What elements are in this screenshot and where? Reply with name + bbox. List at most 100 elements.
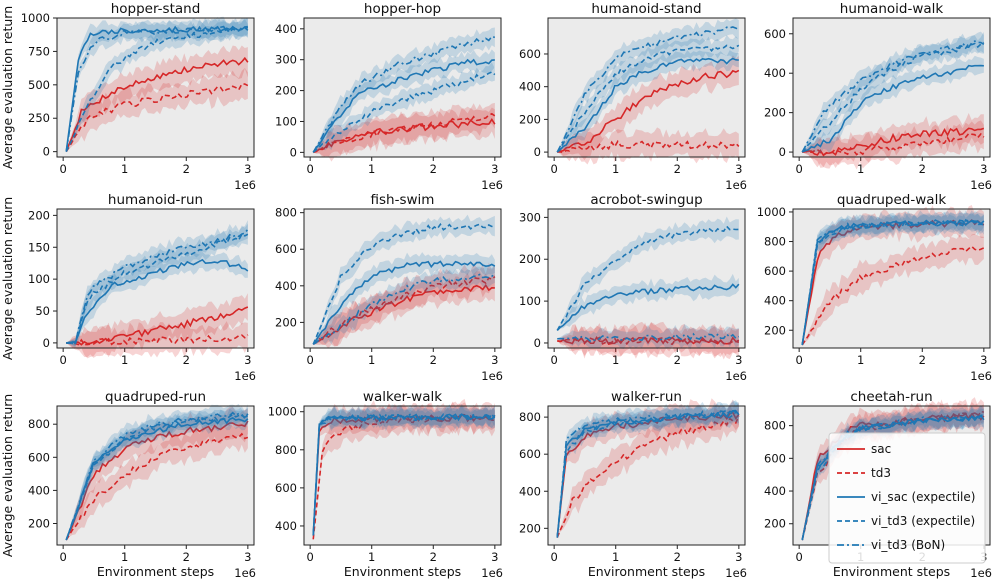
x-tick-label: 2 [430, 353, 437, 367]
line-vi-sac-expectile [556, 283, 740, 331]
y-tick-label: 0 [43, 336, 50, 350]
x-tick-label: 1 [121, 353, 128, 367]
plot-frame [56, 17, 255, 158]
x-tick-label: 0 [795, 550, 802, 564]
line-vi-td3-expectile [66, 233, 249, 345]
y-tick-label: 800 [28, 417, 50, 431]
line-sac [557, 69, 740, 153]
panel-title: fish-swim [371, 192, 435, 208]
y-tick-label: 400 [275, 519, 297, 533]
band-vi-td3-expectile [557, 216, 739, 331]
y-axis-label: Average evaluation return [0, 394, 15, 557]
x-tick-label: 0 [59, 353, 66, 367]
y-tick-label: 200 [764, 323, 786, 337]
line-td3 [65, 83, 249, 153]
line-td3 [801, 245, 985, 346]
y-tick-label: 800 [275, 443, 297, 457]
x-tick-label: 1 [368, 550, 375, 564]
line-sac [65, 420, 249, 541]
x-tick-label: 2 [430, 162, 437, 176]
line-td3 [801, 410, 985, 541]
x-axis-label: Environment steps [588, 564, 705, 579]
x-tick-label: 2 [183, 162, 190, 176]
y-tick-label: 200 [275, 84, 297, 98]
x-tick-label: 1 [857, 353, 864, 367]
band-vi-td3-expectile [66, 17, 248, 152]
line-vi-td3-expectile [801, 218, 985, 346]
y-tick-label: 200 [28, 516, 50, 530]
band-td3 [557, 404, 739, 538]
band-td3 [557, 321, 739, 360]
band-vi-sac-expectile [66, 251, 248, 346]
band-sac [557, 398, 739, 538]
plot-frame [303, 17, 502, 158]
band-vi-td3-expectile [802, 210, 984, 346]
band-vi-td3-bon [802, 210, 984, 346]
line-vi-td3-bon [801, 218, 985, 346]
line-vi-td3-expectile [312, 71, 496, 153]
panel-title: quadruped-walk [837, 192, 946, 208]
line-vi-sac-expectile [65, 417, 249, 541]
line-vi-sac-expectile [801, 64, 984, 153]
band-td3 [802, 233, 984, 346]
band-vi-sac-expectile [313, 252, 495, 345]
x-tick-label: 0 [795, 353, 802, 367]
band-td3 [313, 262, 495, 347]
y-tick-label: 400 [275, 22, 297, 36]
panel-fish-swim: fish-swim 200 400 600 800 0 1 2 3 1e6 [275, 192, 503, 383]
y-tick-label: 50 [35, 304, 50, 318]
x-multiplier-label: 1e6 [234, 566, 256, 580]
panel-title: cheetah-run [850, 389, 932, 405]
line-vi-td3-bon [312, 273, 496, 346]
legend: sac td3 vi_sac (expectile) vi_td3 (expectil… [828, 432, 986, 564]
band-td3 [313, 401, 495, 540]
y-tick-label: 600 [519, 447, 541, 461]
x-tick-label: 2 [674, 550, 681, 564]
panel-humanoid-walk: humanoid-walk 0 200 400 600 0 1 2 3 1e6 [764, 1, 992, 192]
line-vi-td3-expectile [556, 411, 740, 538]
line-sac [313, 117, 496, 154]
x-tick-label: 2 [674, 353, 681, 367]
line-vi-sac-expectile [66, 258, 249, 345]
y-tick-label: 800 [764, 235, 786, 249]
band-sac [66, 45, 248, 152]
x-tick-label: 3 [244, 353, 251, 367]
y-tick-label: 600 [519, 47, 541, 61]
line-vi-sac-expectile [65, 25, 248, 152]
x-tick-label: 0 [550, 550, 557, 564]
y-tick-label: 600 [764, 451, 786, 465]
band-sac [557, 55, 739, 161]
plot-background [57, 209, 254, 348]
band-vi-td3-expectile [66, 404, 248, 541]
y-tick-label: 500 [28, 78, 50, 92]
panel-hopper-stand: hopper-stand 0 250 500 750 1000 0 1 2 3 1e6 [21, 1, 256, 192]
band-vi-sac-expectile [802, 55, 984, 154]
plot-frame [303, 208, 502, 349]
panel-walker-run: walker-run 200 400 600 800 0 1 2 3 1e6 [519, 389, 747, 580]
line-sac [65, 56, 249, 152]
band-sac [66, 293, 248, 358]
panel-title: acrobot-swingup [590, 192, 702, 208]
band-vi-td3-bon [66, 220, 248, 348]
y-tick-label: 1000 [268, 405, 297, 419]
y-tick-label: 1000 [21, 11, 50, 25]
band-vi-sac-expectile [557, 273, 739, 331]
band-vi-td3-bon [557, 324, 739, 350]
y-axis-label: Average evaluation return [0, 6, 15, 169]
x-tick-label: 1 [368, 162, 375, 176]
y-tick-label: 0 [290, 145, 297, 159]
line-vi-sac-expectile [556, 57, 739, 153]
y-tick-label: 200 [275, 315, 297, 329]
panel-humanoid-run: humanoid-run 0 50 100 150 200 0 1 2 3 1e6 [28, 192, 256, 383]
plot-background [548, 18, 745, 157]
x-multiplier-label: 1e6 [481, 566, 503, 580]
x-tick-label: 1 [121, 550, 128, 564]
x-tick-label: 0 [306, 550, 313, 564]
y-tick-label: 750 [28, 44, 50, 58]
x-tick-label: 1 [121, 162, 128, 176]
band-vi-td3-bon [557, 400, 739, 538]
x-tick-label: 0 [550, 353, 557, 367]
plot-background [304, 209, 501, 348]
line-td3 [312, 112, 496, 154]
y-tick-label: 200 [519, 252, 541, 266]
